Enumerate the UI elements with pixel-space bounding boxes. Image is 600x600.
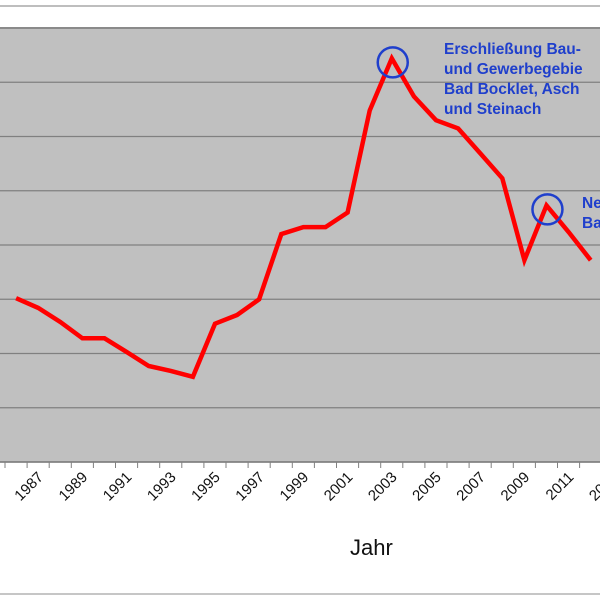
- x-tick-label: 1999: [277, 469, 313, 505]
- highlight-circle-2003: [376, 46, 409, 79]
- x-tick-label: 2007: [453, 469, 489, 505]
- x-axis-title: Jahr: [350, 535, 393, 560]
- x-tick-label: 1997: [232, 469, 268, 505]
- gridlines: [0, 27, 600, 463]
- annotation-2003: Erschließung Bau- und Gewerbegebie Bad B…: [444, 41, 583, 118]
- x-tick-label: 2009: [498, 469, 534, 505]
- x-axis-ticks: [4, 462, 581, 468]
- annotation-2010: Ne Ba: [582, 195, 600, 232]
- x-tick-label: 2005: [409, 469, 445, 505]
- x-axis-labels: 1987 1989 1991 1993 1995 1997 1999 2001 2003 2005…: [11, 469, 600, 505]
- x-tick-label: 1993: [144, 469, 180, 505]
- x-tick-label: 2001: [321, 469, 357, 505]
- x-tick-label: 2013: [586, 469, 600, 505]
- x-tick-label: 2003: [365, 469, 401, 505]
- x-tick-label: 1991: [100, 469, 136, 505]
- x-tick-label: 1989: [56, 469, 92, 505]
- x-tick-label: 2011: [543, 469, 578, 504]
- x-tick-label: 1987: [11, 469, 47, 505]
- x-tick-label: 1995: [188, 469, 224, 505]
- highlight-circle-2010: [531, 193, 564, 226]
- data-line: [15, 53, 593, 380]
